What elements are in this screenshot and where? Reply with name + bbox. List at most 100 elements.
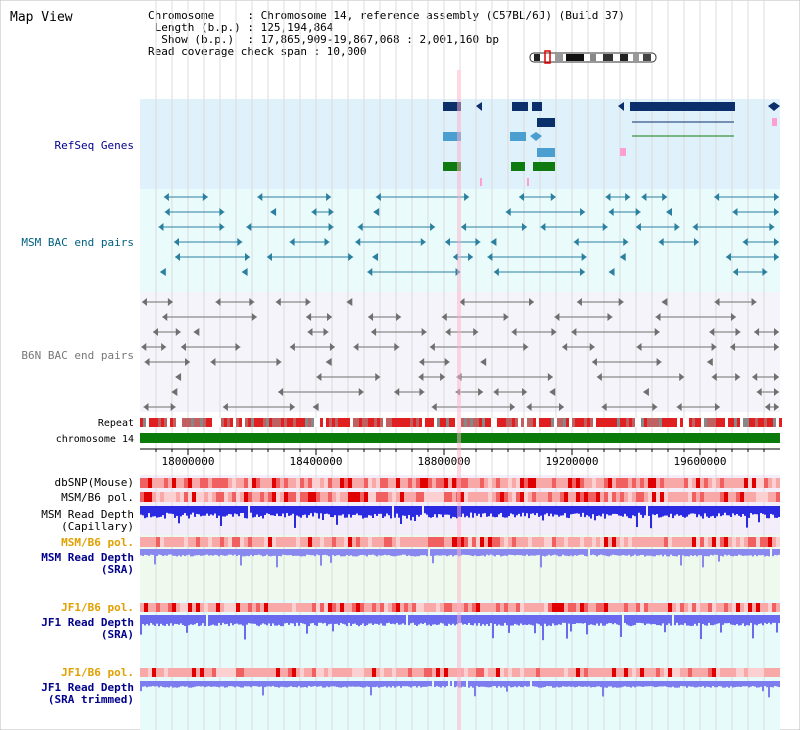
bac-end-marker [735, 328, 741, 336]
gene-feature[interactable] [512, 102, 528, 111]
repeat-segment [434, 418, 437, 427]
repeat-segment [533, 418, 536, 427]
heat-cell [556, 537, 560, 547]
repeat-track[interactable] [140, 418, 782, 427]
gene-feature[interactable] [443, 162, 461, 171]
heat-cell [468, 603, 472, 612]
gene-feature[interactable] [537, 148, 555, 157]
heat-cell [676, 603, 680, 612]
chromosome-ideogram[interactable] [529, 50, 657, 64]
depth-bar [396, 506, 398, 514]
gene-feature[interactable] [533, 162, 555, 171]
heat-cell [580, 603, 584, 612]
gene-arrow[interactable] [530, 132, 542, 141]
heat-cell [396, 478, 400, 488]
depth-bar [592, 681, 594, 688]
heat-cell [228, 492, 232, 502]
depth-bar [732, 506, 734, 514]
gene-feature[interactable] [443, 132, 461, 141]
depth-bar [604, 615, 606, 626]
gene-feature[interactable] [510, 132, 526, 141]
msm-pol-track[interactable] [140, 492, 780, 502]
depth-bar [410, 681, 412, 688]
depth-bar [720, 615, 722, 633]
depth-bar [306, 615, 308, 634]
depth-bar [160, 681, 162, 687]
gene-feature[interactable] [630, 102, 735, 111]
depth-bar [352, 549, 354, 557]
depth-bar [720, 506, 722, 517]
heat-cell [764, 478, 768, 488]
depth-bar [354, 549, 356, 557]
gene-arrow[interactable] [768, 102, 780, 111]
depth-bar [272, 681, 274, 686]
depth-bar [772, 506, 774, 515]
depth-bar [736, 615, 738, 625]
gene-feature[interactable] [772, 118, 777, 126]
heat-cell [476, 668, 480, 677]
dbsnp-track[interactable] [140, 478, 780, 488]
heat-cell [680, 537, 684, 547]
depth-bar [466, 506, 468, 516]
depth-bar [776, 506, 778, 518]
depth-bar [636, 681, 638, 687]
depth-bar [768, 615, 770, 623]
depth-bar [774, 615, 776, 623]
depth-bar [230, 615, 232, 624]
msm-depth-sra-track[interactable] [140, 549, 780, 568]
gene-feature[interactable] [511, 162, 525, 171]
gene-feature[interactable] [620, 148, 626, 156]
refseq-genes-track[interactable] [443, 102, 780, 186]
repeat-segment [287, 418, 290, 427]
depth-bar [676, 506, 678, 515]
depth-bar [344, 549, 346, 557]
bac-end-marker [373, 208, 380, 216]
msm-pol-2-track[interactable] [140, 537, 780, 547]
gene-feature[interactable] [443, 102, 461, 111]
gene-feature[interactable] [532, 102, 542, 111]
depth-bar [476, 615, 478, 626]
gene-feature[interactable] [480, 178, 482, 186]
msm-depth-capillary-track[interactable] [140, 506, 780, 529]
gene-arrow[interactable] [476, 102, 482, 111]
depth-bar [452, 615, 454, 624]
jf1-pol-2-track[interactable] [140, 668, 780, 677]
heat-cell [552, 668, 556, 677]
depth-bar [374, 506, 376, 515]
heat-cell [320, 668, 324, 677]
jf1-pol-track[interactable] [140, 603, 780, 612]
depth-bar [646, 681, 648, 687]
heat-cell [204, 668, 208, 677]
b6n-bac-track[interactable] [141, 298, 779, 411]
depth-bar [558, 615, 560, 625]
heat-cell [708, 492, 712, 502]
depth-bar [656, 549, 658, 556]
heat-cell [160, 537, 164, 547]
heat-cell [316, 603, 320, 612]
bac-end-marker [774, 238, 779, 246]
depth-bar [230, 549, 232, 555]
bac-end-marker [357, 223, 363, 231]
depth-bar [676, 681, 678, 688]
jf1-depth-track[interactable] [140, 615, 780, 641]
gene-feature[interactable] [537, 118, 555, 127]
repeat-segment [365, 418, 368, 427]
gene-feature[interactable] [527, 178, 529, 186]
heat-cell [196, 492, 200, 502]
depth-bar [324, 506, 326, 514]
jf1-trimmed-track[interactable] [140, 681, 780, 698]
heat-cell [704, 492, 708, 502]
depth-bar [520, 681, 522, 688]
gene-arrow[interactable] [618, 102, 624, 111]
heat-cell [364, 492, 368, 502]
depth-bar [756, 615, 758, 626]
heat-cell [700, 537, 704, 547]
depth-bar [468, 681, 470, 688]
depth-bar [694, 615, 696, 624]
heat-cell [516, 478, 520, 488]
depth-bar [344, 615, 346, 625]
depth-bar [222, 681, 224, 687]
depth-bar [736, 506, 738, 515]
depth-bar [414, 681, 416, 687]
